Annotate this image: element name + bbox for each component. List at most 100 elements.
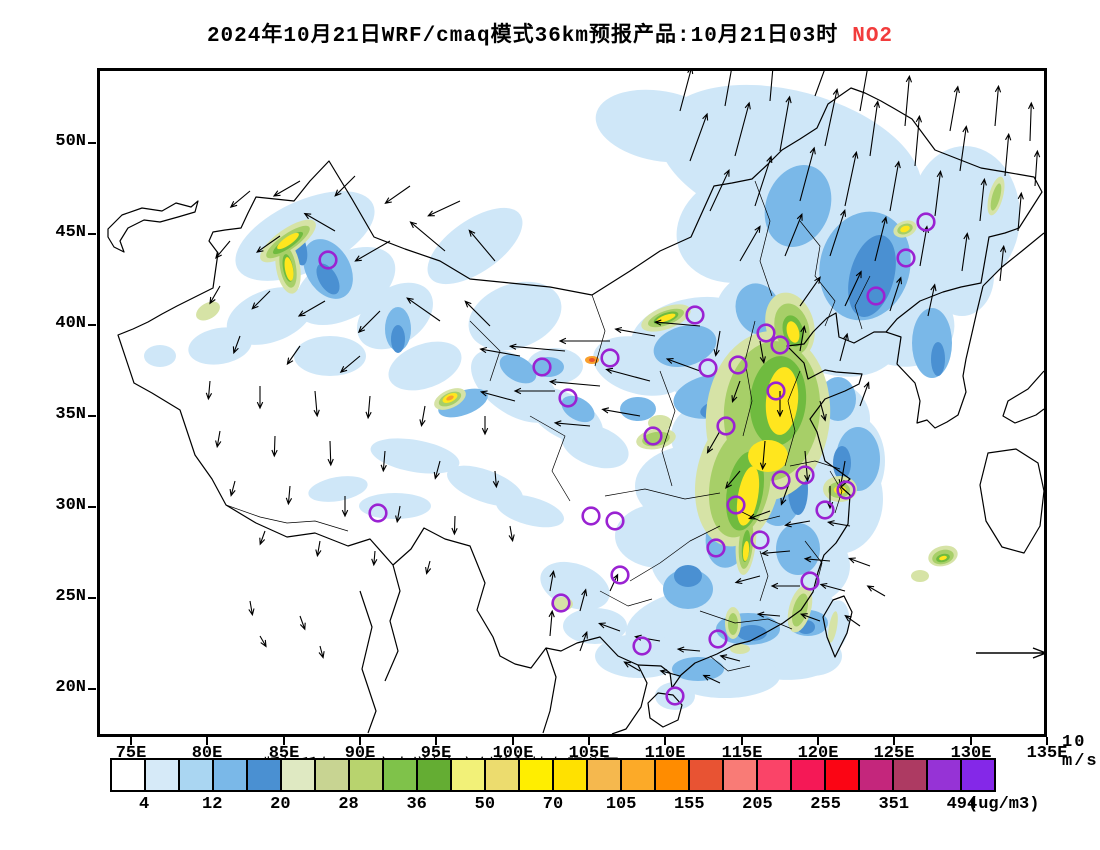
wind-arrow — [934, 169, 943, 217]
city-marker — [532, 357, 552, 377]
city-marker — [643, 426, 663, 446]
x-axis-tick — [283, 737, 285, 745]
wind-arrow — [365, 395, 372, 420]
wind-arrow — [725, 470, 741, 489]
city-marker — [698, 358, 718, 378]
city-marker — [685, 305, 705, 325]
city-marker — [756, 323, 776, 343]
city-marker — [836, 480, 856, 500]
city-marker — [708, 629, 728, 649]
wind-arrow — [709, 168, 730, 212]
wind-arrow — [799, 276, 821, 307]
x-axis-tick — [206, 737, 208, 745]
wind-arrow — [734, 101, 751, 157]
wind-arrow — [760, 549, 791, 557]
wind-arrow — [334, 175, 356, 197]
x-axis-label: 80E — [191, 744, 223, 763]
wind-arrow — [759, 440, 767, 471]
x-axis-tick — [741, 737, 743, 745]
wind-arrow — [866, 585, 886, 597]
wind-arrow — [327, 440, 334, 467]
colorbar-tick-value: 12 — [202, 795, 223, 814]
city-marker — [916, 212, 936, 232]
wind-arrow — [961, 232, 970, 272]
wind-arrow — [803, 556, 831, 563]
colorbar-cell-13 — [552, 760, 586, 790]
wind-arrow — [508, 525, 515, 543]
wind-arrow — [1028, 101, 1035, 142]
wind-arrow — [548, 378, 601, 387]
x-axis-label: 95E — [420, 744, 452, 763]
colorbar-cell-4 — [246, 760, 280, 790]
colorbar-cell-5 — [280, 760, 314, 790]
wind-arrow — [904, 74, 913, 127]
laos-border — [542, 647, 557, 734]
wind-arrow — [427, 200, 461, 217]
y-axis-tick — [88, 142, 96, 144]
colorbar-cell-7 — [348, 760, 382, 790]
wind-arrow — [776, 391, 784, 418]
wind-arrow — [229, 480, 236, 497]
wind-arrow — [814, 71, 825, 97]
wind-arrow — [927, 283, 937, 317]
x-axis-label: 135E — [1026, 744, 1068, 763]
wind-arrow — [406, 297, 441, 322]
colorbar-cell-2 — [178, 760, 212, 790]
wind-arrow — [451, 515, 458, 536]
wind-arrow — [558, 337, 610, 345]
city-marker — [706, 538, 726, 558]
contour-fill-red — [589, 358, 595, 362]
contour-fill-lightblue — [144, 84, 1020, 710]
city-marker — [716, 416, 736, 436]
colorbar-tick-value: 155 — [673, 795, 705, 814]
wind-arrow — [614, 326, 656, 337]
city-marker — [750, 530, 770, 550]
wind-arrow — [601, 407, 641, 417]
wind-arrow — [1033, 149, 1041, 187]
wind-arrow — [479, 390, 516, 402]
wind-arrow — [371, 550, 378, 567]
city-marker — [726, 495, 746, 515]
wind-arrow — [770, 582, 800, 590]
wind-arrow — [769, 71, 774, 102]
x-axis-tick — [130, 737, 132, 745]
map-plot-area: 版权所有: 南京大学│南京创蓝科技有限公司 10 m/s — [97, 68, 1097, 777]
china-no2-map — [107, 71, 1044, 734]
x-axis-label: 100E — [492, 744, 534, 763]
japan-honshu — [1002, 370, 1044, 424]
colorbar-tick-value: 4 — [138, 795, 150, 814]
wind-arrow — [844, 270, 862, 307]
colorbar-cell-3 — [212, 760, 246, 790]
city-marker — [605, 511, 625, 531]
wind-arrow — [508, 343, 566, 352]
city-marker — [600, 348, 620, 368]
wind-arrow — [1004, 132, 1012, 177]
colorbar-unit-label: (ug/m3) — [968, 795, 1040, 814]
wind-arrow — [481, 416, 489, 436]
y-axis-label: 35N — [55, 405, 86, 424]
x-axis-tick — [893, 737, 895, 745]
korea-outline — [885, 285, 984, 429]
y-axis-label: 25N — [55, 587, 86, 606]
wind-arrow — [313, 390, 320, 418]
wind-arrow — [676, 646, 701, 653]
colorbar — [110, 758, 996, 792]
wind-arrow — [689, 112, 709, 162]
wind-arrow — [579, 588, 588, 612]
wind-arrow — [706, 430, 721, 454]
wind-arrow — [719, 654, 741, 662]
city-station-markers — [318, 212, 936, 706]
wind-arrow — [215, 240, 231, 259]
wind-arrow — [315, 540, 322, 558]
wind-arrow — [419, 405, 426, 428]
wind-arrow — [665, 358, 701, 372]
wind-arrow — [826, 520, 851, 527]
wind-arrow — [255, 235, 281, 253]
wind-arrow — [232, 335, 241, 355]
wind-arrow — [979, 177, 987, 222]
city-marker — [581, 506, 601, 526]
wind-arrow — [605, 367, 651, 382]
wind-arrow — [425, 560, 432, 575]
x-axis-label: 75E — [115, 744, 147, 763]
wind-arrow — [409, 221, 446, 252]
